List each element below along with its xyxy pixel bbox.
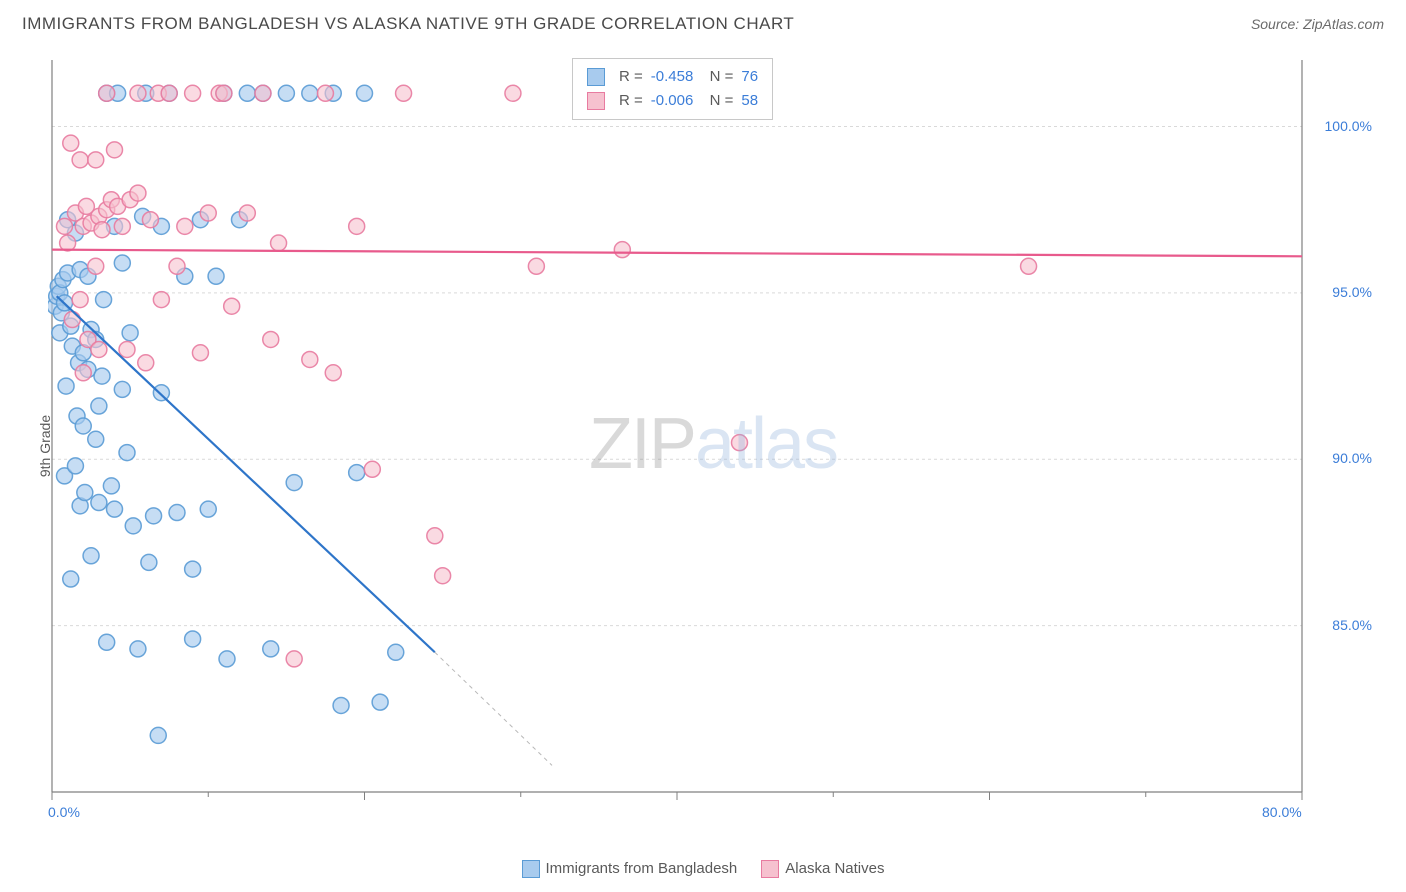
chart-title: IMMIGRANTS FROM BANGLADESH VS ALASKA NAT… [22, 14, 794, 34]
stat-row: R = -0.458 N = 76 [587, 65, 758, 89]
y-tick-label: 95.0% [1312, 284, 1372, 300]
y-tick-label: 85.0% [1312, 617, 1372, 633]
stat-row: R = -0.006 N = 58 [587, 89, 758, 113]
source-link[interactable]: ZipAtlas.com [1303, 16, 1384, 32]
legend-swatch-alaska [761, 860, 779, 878]
legend-item-alaska: Alaska Natives [761, 860, 884, 878]
source-attribution: Source: ZipAtlas.com [1251, 16, 1384, 32]
header: IMMIGRANTS FROM BANGLADESH VS ALASKA NAT… [0, 0, 1406, 44]
stat-swatch [587, 92, 605, 110]
bottom-legend: Immigrants from Bangladesh Alaska Native… [0, 860, 1406, 878]
x-tick-label: 0.0% [48, 804, 80, 820]
stat-swatch [587, 68, 605, 86]
x-tick-label: 80.0% [1262, 804, 1302, 820]
y-tick-label: 90.0% [1312, 450, 1372, 466]
y-tick-label: 100.0% [1312, 118, 1372, 134]
legend-swatch-bangladesh [522, 860, 540, 878]
legend-item-bangladesh: Immigrants from Bangladesh [522, 860, 738, 878]
correlation-stats-box: R = -0.458 N = 76R = -0.006 N = 58 [572, 58, 773, 120]
scatter-plot [48, 54, 1306, 814]
chart-area: ZIPatlas R = -0.458 N = 76R = -0.006 N =… [48, 54, 1378, 834]
